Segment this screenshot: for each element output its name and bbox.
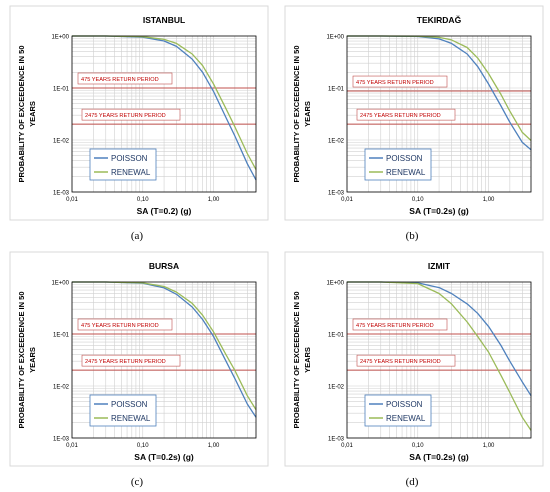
y-tick-label: 1E-01 [53,333,70,339]
series-line-renewal [72,35,257,170]
return-period-label: 475 YEARS RETURN PERIOD [356,323,434,329]
return-period-label: 475 YEARS RETURN PERIOD [356,80,434,86]
legend-label: POISSON [111,154,148,163]
chart-svg: 475 YEARS RETURN PERIOD 2475 YEARS RETURN… [9,5,269,242]
panel-label: (b) [406,230,419,242]
x-tick-label: 0,10 [412,197,424,203]
x-tick-label: 0,01 [66,197,78,203]
chart-title: TEKIRDAĞ [417,14,462,25]
x-axis-label: SA (T=0.2) (g) [137,206,192,216]
x-axis-label: SA (T=0.2s) (g) [409,452,469,462]
x-tick-label: 0,01 [341,197,353,203]
return-period-label-box [356,108,456,121]
y-tick-label: 1E-01 [328,333,345,339]
legend-label: POISSON [386,400,423,409]
legend-label: RENEWAL [386,168,426,177]
chart-title: BURSA [149,261,179,271]
return-period-label: 475 YEARS RETURN PERIOD [81,77,159,83]
y-tick-label: 1E+00 [326,281,344,287]
y-tick-label: 1E-03 [53,191,70,197]
y-tick-label: 1E+00 [51,35,69,41]
return-period-label-box [77,72,173,85]
legend-box [89,148,157,181]
plot-frame [346,281,532,439]
y-tick-label: 1E-02 [53,139,70,145]
plot-frame [71,281,257,439]
legend-label: RENEWAL [111,414,151,423]
y-axis-label: YEARS [303,347,312,373]
chart-panel-d: 475 YEARS RETURN PERIOD 2475 YEARS RETURN… [275,246,550,492]
return-period-label: 475 YEARS RETURN PERIOD [81,323,159,329]
x-axis-label: SA (T=0.2s) (g) [409,206,469,216]
y-tick-label: 1E-02 [328,385,345,391]
x-tick-label: 0,10 [412,443,424,449]
x-tick-label: 0,01 [341,443,353,449]
x-tick-label: 1,00 [208,443,220,449]
y-tick-label: 1E-01 [328,87,345,93]
return-period-label-box [81,108,181,121]
y-axis-label: PROBABILITY OF EXCEEDENCE IN 50 [292,292,301,429]
panel-label: (d) [406,476,419,488]
return-period-label: 2475 YEARS RETURN PERIOD [360,113,441,119]
y-axis-label: YEARS [28,347,37,373]
panel-label: (a) [131,230,144,242]
x-tick-label: 1,00 [208,197,220,203]
legend-label: POISSON [386,154,423,163]
y-tick-label: 1E+00 [51,281,69,287]
return-period-label-box [352,318,448,331]
y-axis-label: YEARS [28,101,37,127]
y-tick-label: 1E-03 [328,191,345,197]
chart-svg: 475 YEARS RETURN PERIOD 2475 YEARS RETURN… [9,251,269,488]
chart-panel-a: 475 YEARS RETURN PERIOD 2475 YEARS RETURN… [0,0,275,246]
plot-frame [71,35,257,193]
return-period-label: 2475 YEARS RETURN PERIOD [360,359,441,365]
y-tick-label: 1E-03 [53,437,70,443]
legend-label: RENEWAL [111,168,151,177]
x-tick-label: 0,10 [137,197,149,203]
chart-svg: 475 YEARS RETURN PERIOD 2475 YEARS RETURN… [284,251,544,488]
x-axis-label: SA (T=0.2s) (g) [134,452,194,462]
chart-title: IZMIT [428,261,451,271]
chart-title: ISTANBUL [143,15,185,25]
y-tick-label: 1E+00 [326,35,344,41]
chart-panel-c: 475 YEARS RETURN PERIOD 2475 YEARS RETURN… [0,246,275,492]
chart-panel-b: 475 YEARS RETURN PERIOD 2475 YEARS RETURN… [275,0,550,246]
x-tick-label: 1,00 [483,443,495,449]
series-line-renewal [347,281,532,431]
y-axis-label: PROBABILITY OF EXCEEDENCE IN 50 [17,292,26,429]
return-period-label: 2475 YEARS RETURN PERIOD [85,113,166,119]
x-tick-label: 1,00 [483,197,495,203]
return-period-label-box [352,75,448,88]
y-axis-label: YEARS [303,101,312,127]
y-tick-label: 1E-01 [53,87,70,93]
plot-frame [346,35,532,193]
return-period-label: 2475 YEARS RETURN PERIOD [85,359,166,365]
legend-box [364,148,432,181]
return-period-label-box [77,318,173,331]
return-period-label-box [356,354,456,367]
x-tick-label: 0,10 [137,443,149,449]
y-axis-label: PROBABILITY OF EXCEEDENCE IN 50 [292,46,301,183]
series-line-renewal [72,281,257,411]
panel-label: (c) [131,476,144,488]
legend-label: POISSON [111,400,148,409]
y-tick-label: 1E-02 [328,139,345,145]
y-axis-label: PROBABILITY OF EXCEEDENCE IN 50 [17,46,26,183]
legend-label: RENEWAL [386,414,426,423]
y-tick-label: 1E-02 [53,385,70,391]
return-period-label-box [81,354,181,367]
legend-box [89,394,157,427]
chart-svg: 475 YEARS RETURN PERIOD 2475 YEARS RETURN… [284,5,544,242]
legend-box [364,394,432,427]
y-tick-label: 1E-03 [328,437,345,443]
x-tick-label: 0,01 [66,443,78,449]
